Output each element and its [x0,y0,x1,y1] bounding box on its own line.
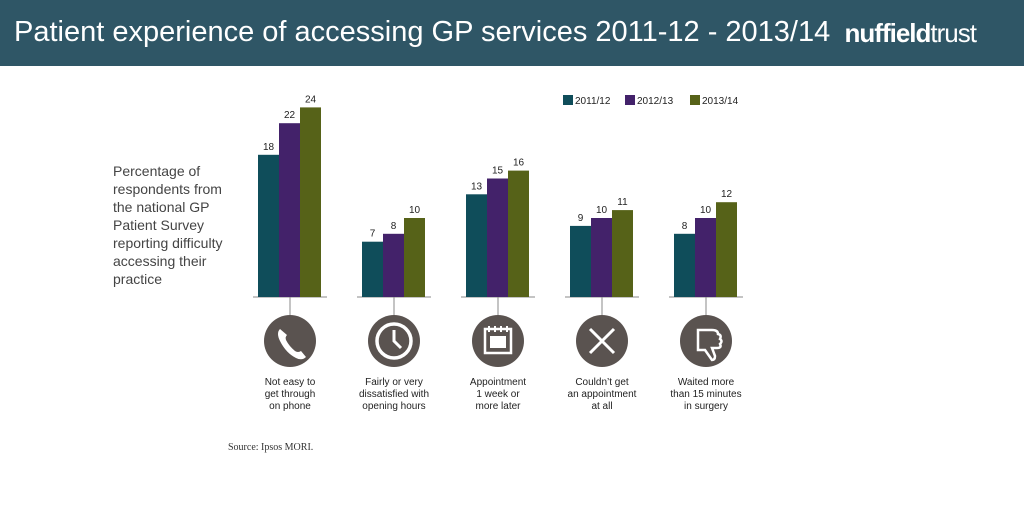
category-label-line: Fairly or very [365,377,423,388]
bar [362,241,383,297]
data-label: 10 [596,205,608,216]
legend-label: 2012/13 [637,96,674,107]
data-label: 10 [700,205,712,216]
logo-light: trust [930,18,977,48]
data-label: 7 [370,229,376,240]
data-label: 24 [305,94,317,105]
category-label-line: more later [475,401,521,412]
thumbs-down-icon [696,328,723,362]
phone-icon [278,329,306,360]
icon-circle [264,315,316,367]
category-label: Not easy to get through on phone [235,377,345,413]
bar [508,170,529,297]
bar [591,218,612,297]
data-label: 18 [263,142,275,153]
category-label: Appointment 1 week or more later [443,377,553,413]
bar [695,218,716,297]
header-bar: Patient experience of accessing GP servi… [0,0,1024,66]
data-label: 12 [721,189,733,200]
category-label-line: Appointment [469,377,527,388]
bar [716,202,737,297]
category-label: Waited more than 15 minutes in surgery [651,377,761,413]
bar [404,218,425,297]
category-label-line: get through [264,389,316,400]
data-label: 16 [513,158,525,169]
legend-swatch [563,95,573,105]
bar [258,154,279,297]
legend-swatch [625,95,635,105]
icon-circle [680,315,732,367]
bar [487,178,508,297]
data-label: 10 [409,205,421,216]
cross-icon [588,327,616,355]
bar [570,225,591,297]
logo: nuffieldtrust [844,18,977,49]
bar [466,194,487,297]
category-label-line: dissatisfied with [358,389,430,400]
data-label: 13 [471,181,483,192]
clock-icon [375,322,413,360]
category-label: Fairly or very dissatisfied with opening h… [339,377,449,413]
category-label-line: at all [591,401,613,412]
bar [383,233,404,297]
category-label: Couldn’t get an appointment at all [547,377,657,413]
bar [674,233,695,297]
data-label: 8 [391,221,397,232]
source-note: Source: Ipsos MORI. [228,442,314,453]
data-label: 15 [492,166,504,177]
page-title: Patient experience of accessing GP servi… [14,16,831,48]
calendar-icon [483,326,513,355]
category-label-line: Not easy to [264,377,316,388]
data-label: 9 [578,213,584,224]
category-label-line: than 15 minutes [670,389,742,400]
category-label-line: on phone [269,401,311,412]
data-label: 11 [617,197,628,208]
logo-bold: nuffield [844,18,932,48]
category-label-line: 1 week or [476,389,520,400]
bar [612,210,633,297]
bar [279,123,300,297]
legend-swatch [690,95,700,105]
legend-label: 2013/14 [702,96,739,107]
bar [300,107,321,298]
data-label: 8 [682,221,688,232]
category-label-line: Couldn’t get [575,377,629,388]
category-label-line: in surgery [684,401,728,412]
legend-label: 2011/12 [575,96,611,107]
category-label-line: Waited more [677,377,735,388]
data-label: 22 [284,110,296,121]
y-axis-label: Percentage of respondents from the natio… [113,163,223,287]
category-label-line: an appointment [567,389,637,400]
category-label-line: opening hours [362,401,426,412]
